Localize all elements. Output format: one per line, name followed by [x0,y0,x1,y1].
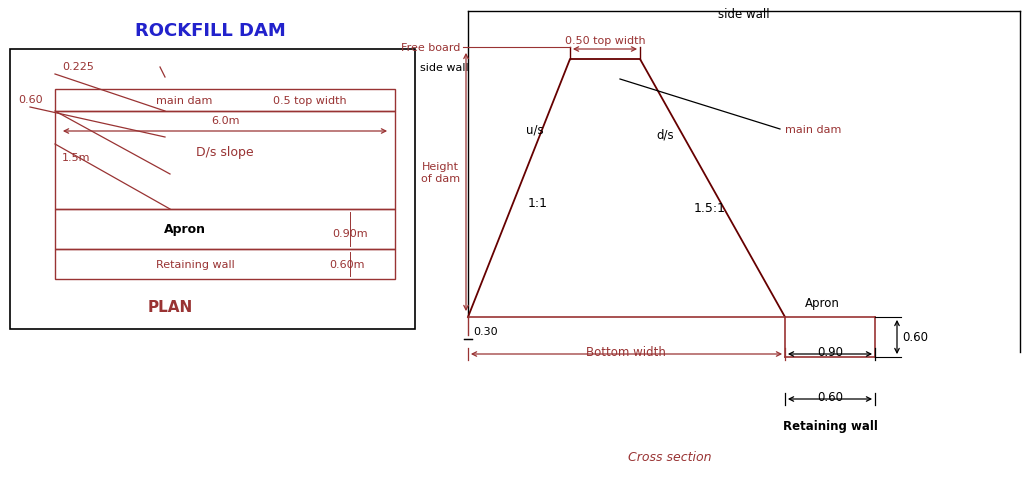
Text: Apron: Apron [164,223,206,236]
Text: u/s: u/s [526,123,544,136]
Text: 0.225: 0.225 [62,62,94,72]
Text: Retaining wall: Retaining wall [156,260,234,269]
Text: d/s: d/s [656,128,674,141]
Text: 6.0m: 6.0m [211,116,239,126]
Text: D/s slope: D/s slope [196,146,254,159]
Text: 0.60: 0.60 [18,95,42,105]
Text: Height
of dam: Height of dam [421,162,460,183]
Text: 1:1: 1:1 [528,197,548,210]
Text: 0.90: 0.90 [817,346,843,358]
Text: Apron: Apron [805,296,840,309]
Bar [55,249,395,280]
Bar [55,90,395,112]
Text: 0.30: 0.30 [473,326,497,336]
Text: 0.5 top width: 0.5 top width [273,96,347,106]
Text: Bottom width: Bottom width [586,346,666,358]
Text: 1.5:1: 1.5:1 [694,202,725,215]
Bar [55,209,395,249]
Bar [10,50,415,329]
Text: main dam: main dam [785,125,841,135]
Text: main dam: main dam [156,96,213,106]
Text: 0.60m: 0.60m [329,260,364,269]
Text: 0.60: 0.60 [817,390,843,403]
Text: side wall: side wall [718,8,770,21]
Text: PLAN: PLAN [148,300,193,315]
Text: 0.60: 0.60 [902,331,928,344]
Text: 1.5m: 1.5m [62,153,91,163]
Bar [55,112,395,209]
Text: ROCKFILL DAM: ROCKFILL DAM [134,22,286,40]
Text: Retaining wall: Retaining wall [782,419,877,432]
Text: Cross section: Cross section [628,450,712,464]
Text: 0.90m: 0.90m [332,228,367,239]
Text: side wall: side wall [420,63,469,73]
Text: Free board: Free board [400,43,460,53]
Text: 0.50 top width: 0.50 top width [565,36,645,46]
